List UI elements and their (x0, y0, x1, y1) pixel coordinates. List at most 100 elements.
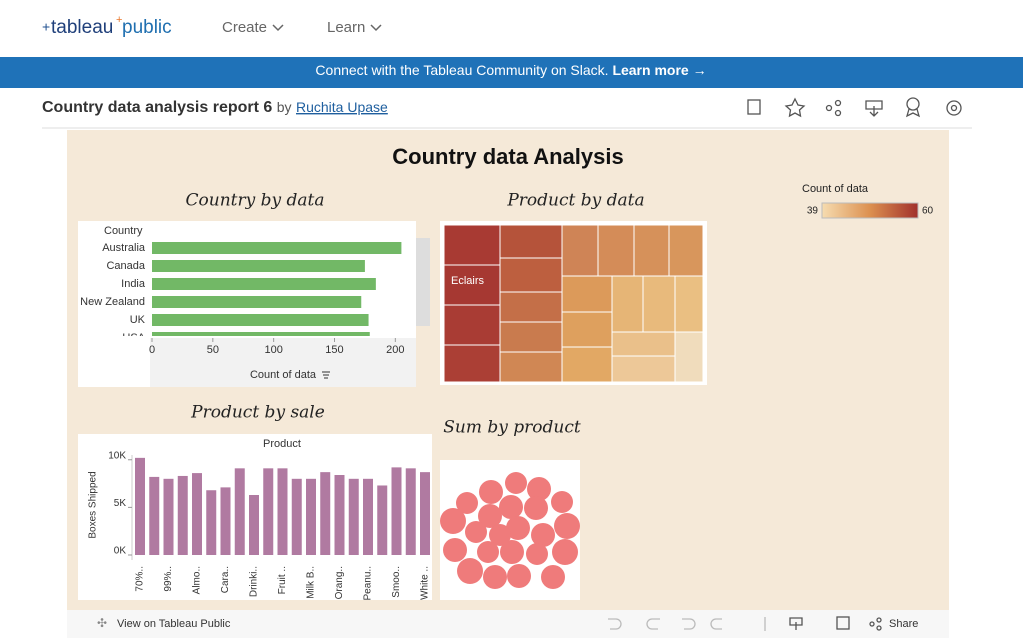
treemap-cell (611, 275, 644, 333)
chevron (370, 24, 382, 32)
bar (206, 490, 217, 555)
toolbar-actions (789, 616, 882, 631)
share-icon[interactable] (825, 104, 833, 112)
chart-title: Country by data (186, 191, 325, 211)
bubble (478, 504, 502, 528)
treemap-label: Eclairs (451, 275, 485, 287)
refresh[interactable] (710, 618, 722, 630)
bubble (554, 513, 580, 539)
undo-redo (608, 617, 766, 631)
download[interactable] (789, 617, 803, 630)
x-tick-label: White .. (420, 566, 431, 600)
share-button[interactable]: Share (889, 618, 918, 630)
treemap-cell (611, 355, 676, 383)
sort-icon[interactable] (322, 371, 330, 379)
bar (234, 468, 245, 555)
author-link[interactable]: Ruchita Upase (296, 99, 388, 115)
badge-icon[interactable] (906, 97, 920, 111)
bar (363, 478, 373, 555)
scrollbar[interactable] (416, 238, 430, 326)
treemap-cell (499, 291, 563, 323)
dashboard-title: Country data Analysis (392, 144, 623, 169)
sale-plot: 0K 5K 10K 70%.. 99%.. Almo.. Cara.. Drinki.. Fru… (108, 450, 430, 600)
download-icon[interactable] (865, 100, 883, 117)
fullscreen[interactable] (836, 616, 850, 630)
x-tick-label: 200 (386, 344, 404, 356)
bubble (465, 521, 487, 543)
bar (152, 278, 376, 290)
view-link[interactable]: View on Tableau Public (117, 618, 231, 630)
report-title: Country data analysis report 6 by Ruchit… (42, 99, 388, 117)
logo-plus: + (42, 19, 50, 35)
settings-icon[interactable] (946, 100, 962, 116)
bar (263, 468, 274, 555)
treemap-cell (443, 344, 501, 383)
bar (149, 476, 160, 555)
legend-min: 39 (807, 206, 819, 217)
report-name: Country data analysis report 6 (42, 99, 272, 116)
bubbles (440, 472, 580, 589)
bar (320, 472, 331, 555)
treemap-cell (561, 311, 613, 348)
revert[interactable] (682, 618, 696, 630)
y-tick-label: New Zealand (80, 296, 145, 308)
bar (177, 475, 188, 555)
chart-title: Product by data (506, 191, 644, 211)
edit-icon[interactable] (747, 99, 761, 115)
bar (405, 468, 416, 555)
bubble (440, 508, 466, 534)
chart-title: Sum by product (443, 418, 581, 438)
bubble (506, 516, 530, 540)
toolbar-icon: ✣ (97, 616, 107, 630)
bubble (531, 523, 555, 547)
bubble (483, 565, 507, 589)
bubble (499, 495, 523, 519)
bubble (456, 492, 478, 514)
treemap-cell (597, 224, 635, 277)
bar (291, 478, 302, 555)
treemap-cell (499, 321, 563, 353)
action-icons (747, 97, 962, 118)
favorite-icon[interactable] (784, 97, 806, 118)
legend-max: 60 (922, 206, 934, 217)
y-tick-label: USA (122, 332, 145, 344)
undo[interactable] (608, 618, 622, 630)
treemap-cell (668, 224, 704, 277)
x-tick-label: 0 (149, 344, 155, 356)
x-tick-label: Milk B.. (306, 566, 317, 599)
x-axis-label: Count of data (250, 369, 317, 381)
x-tick-label: 150 (325, 344, 343, 356)
x-tick-label: Orang.. (334, 566, 345, 599)
y-tick-label: 0K (114, 546, 127, 557)
treemap-cell (499, 257, 563, 293)
nav-create[interactable]: Create (222, 19, 267, 36)
bar (391, 467, 402, 555)
bar (163, 478, 174, 555)
treemap-cell (499, 351, 563, 383)
logo-public[interactable]: public (122, 17, 172, 38)
treemap-cell (443, 224, 501, 266)
bubble (526, 543, 548, 565)
legend-gradient (821, 202, 919, 219)
logo-tableau[interactable]: tableau (51, 17, 113, 38)
y-tick-label: India (121, 278, 146, 290)
x-tick-label: 70%.. (135, 566, 146, 592)
bar (152, 242, 402, 254)
treemap-cell (633, 224, 670, 277)
bubble (489, 524, 511, 546)
legend-title: Count of data (802, 183, 869, 195)
bar (220, 487, 231, 555)
treemap-cell (499, 224, 563, 259)
y-tick-label: 10K (108, 450, 126, 461)
nav-learn[interactable]: Learn (327, 19, 365, 36)
category-header: Country (104, 225, 143, 237)
bubble (457, 558, 483, 584)
bar (152, 296, 362, 308)
bar (420, 472, 430, 555)
y-tick-label: Australia (102, 242, 146, 254)
bar (377, 485, 388, 555)
bubble (524, 496, 548, 520)
banner-link[interactable]: Learn more → (612, 62, 706, 78)
x-tick-label: Smoo.. (391, 566, 402, 598)
redo[interactable] (646, 618, 660, 630)
